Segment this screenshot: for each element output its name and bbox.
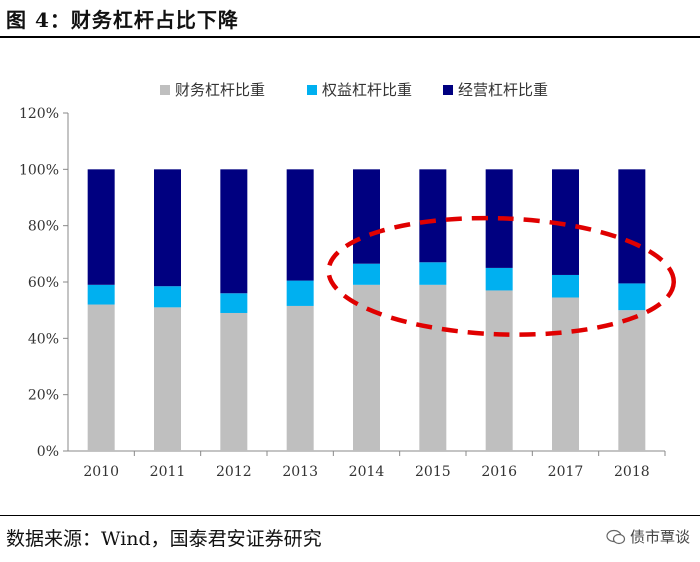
wechat-icon bbox=[606, 529, 626, 544]
bar-finance bbox=[419, 284, 447, 451]
bar-finance bbox=[154, 307, 181, 451]
figure-title: 图 4：财务杠杆占比下降 bbox=[6, 8, 239, 32]
y-tick-label: 20% bbox=[28, 388, 59, 404]
bar-finance bbox=[485, 290, 513, 451]
x-tick-label: 2015 bbox=[415, 464, 451, 480]
bar-equity bbox=[154, 286, 181, 308]
bar-finance bbox=[87, 304, 115, 451]
bar-equity bbox=[485, 267, 513, 291]
bar-equity bbox=[286, 280, 314, 306]
bar-operating bbox=[286, 169, 314, 281]
x-tick-label: 2014 bbox=[349, 464, 385, 480]
bar-equity bbox=[353, 263, 380, 285]
bar-finance bbox=[286, 305, 314, 451]
bar-operating bbox=[618, 169, 646, 284]
y-tick-label: 120% bbox=[19, 106, 59, 122]
x-tick-label: 2013 bbox=[282, 464, 318, 480]
footer-rule bbox=[0, 515, 700, 516]
bar-operating bbox=[419, 169, 447, 263]
legend-swatch bbox=[443, 85, 453, 95]
stacked-bar-chart: 财务杠杆比重 权益杠杆比重 经营杠杆比重 0% 20% 40% 60% 80% 100% 120%… bbox=[19, 81, 676, 480]
bar-equity bbox=[87, 284, 115, 305]
watermark: 债市覃谈 bbox=[606, 526, 690, 547]
highlight-ellipse bbox=[326, 215, 676, 337]
legend-label: 权益杠杆比重 bbox=[322, 81, 412, 99]
legend-label: 经营杠杆比重 bbox=[458, 81, 548, 99]
bar-equity bbox=[220, 293, 248, 313]
y-tick-label: 60% bbox=[28, 275, 59, 291]
bar-equity bbox=[419, 262, 447, 285]
title-rule bbox=[0, 36, 700, 38]
bar-finance bbox=[618, 310, 646, 451]
source-note: 数据来源：Wind，国泰君安证券研究 bbox=[6, 528, 322, 550]
watermark-text: 债市覃谈 bbox=[629, 528, 690, 546]
legend-swatch bbox=[307, 85, 317, 95]
x-tick-label: 2011 bbox=[150, 464, 186, 480]
bar-operating bbox=[154, 169, 181, 287]
x-tick-label: 2017 bbox=[548, 464, 584, 480]
x-tick-label: 2012 bbox=[216, 464, 252, 480]
x-tick-label: 2016 bbox=[481, 464, 517, 480]
bar-operating bbox=[353, 169, 380, 264]
y-tick-label: 0% bbox=[37, 444, 59, 460]
bar-finance bbox=[552, 297, 579, 451]
x-tick-label: 2018 bbox=[614, 464, 650, 480]
bar-operating bbox=[87, 169, 115, 285]
bar-equity bbox=[552, 274, 579, 298]
y-tick-label: 40% bbox=[28, 331, 59, 347]
bar-operating bbox=[220, 169, 248, 294]
legend-swatch bbox=[160, 85, 170, 95]
x-tick-label: 2010 bbox=[83, 464, 119, 480]
bar-finance bbox=[220, 312, 248, 451]
y-tick-label: 80% bbox=[28, 219, 59, 235]
bar-equity bbox=[618, 283, 646, 311]
y-tick-label: 100% bbox=[19, 162, 59, 178]
legend-label: 财务杠杆比重 bbox=[175, 81, 265, 99]
